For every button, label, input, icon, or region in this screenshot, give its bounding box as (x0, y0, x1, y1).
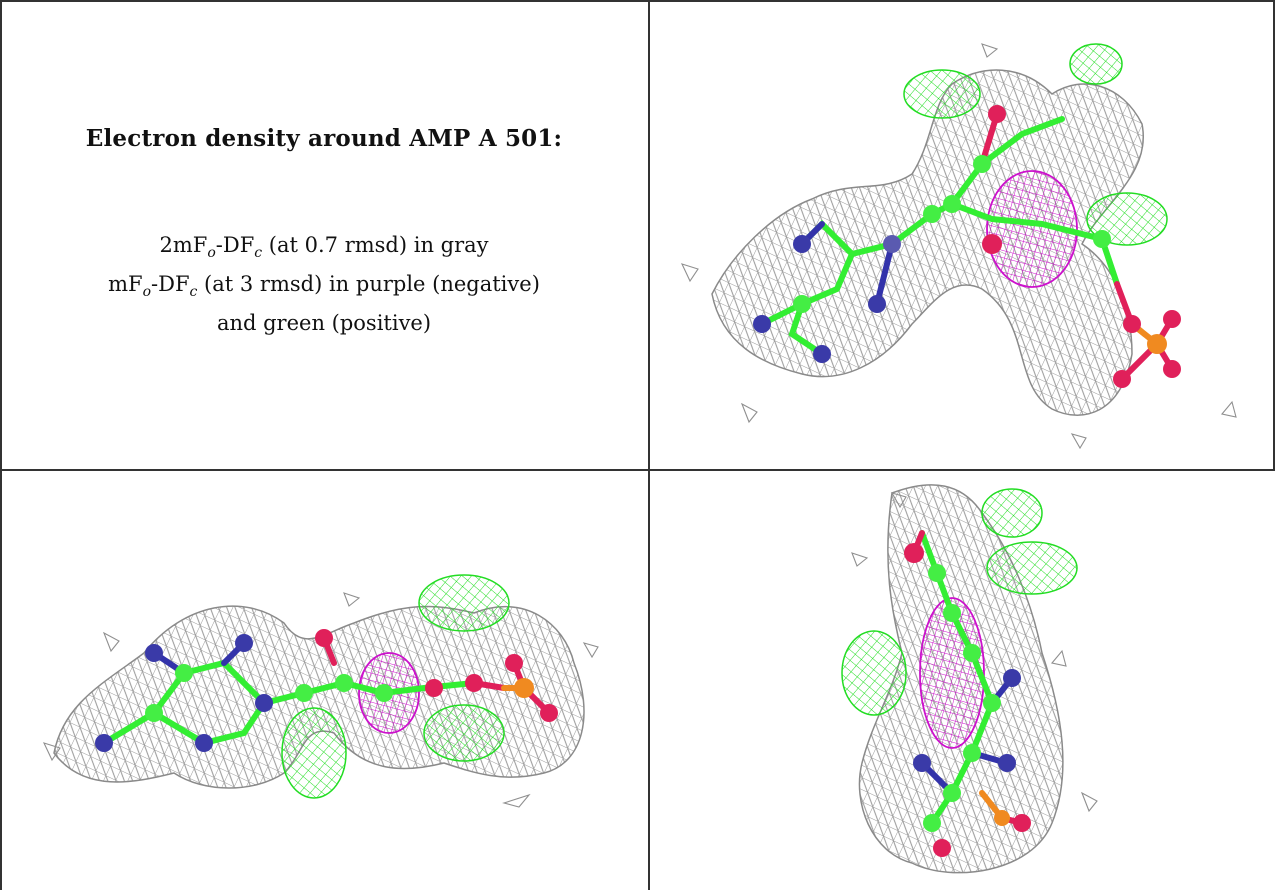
green-density-blob (281, 707, 347, 799)
border-left (0, 0, 2, 890)
caption-legend: 2mFo-DFc (at 0.7 rmsd) in gray mFo-DFc (… (0, 230, 648, 339)
border-right (1273, 0, 1275, 470)
border-middle-vertical (648, 0, 650, 890)
legend-line-1: 2mFo-DFc (at 0.7 rmsd) in gray (159, 233, 489, 262)
border-top (0, 0, 1275, 2)
purple-density-blob (986, 170, 1078, 288)
density-view-bottom-right (841, 484, 1098, 874)
border-middle-horizontal (0, 469, 1275, 471)
gray-density-mesh (711, 69, 1145, 416)
caption-cell: Electron density around AMP A 501: 2mFo-… (0, 0, 648, 469)
green-density-blob (981, 488, 1043, 538)
green-density-blob (986, 541, 1078, 595)
green-density-blob (903, 69, 981, 119)
purple-density-blob (919, 597, 985, 749)
green-density-blob (418, 574, 510, 632)
green-density-blob (841, 630, 907, 716)
green-density-blob (423, 704, 505, 762)
legend-line-2: mFo-DFc (at 3 rmsd) in purple (negative) (108, 272, 540, 301)
legend-line-3: and green (positive) (216, 311, 432, 336)
caption-title: Electron density around AMP A 501: (85, 125, 563, 152)
density-view-bottom-left (42, 574, 599, 808)
green-density-blob (1069, 43, 1123, 85)
density-view-top-right (680, 43, 1237, 450)
